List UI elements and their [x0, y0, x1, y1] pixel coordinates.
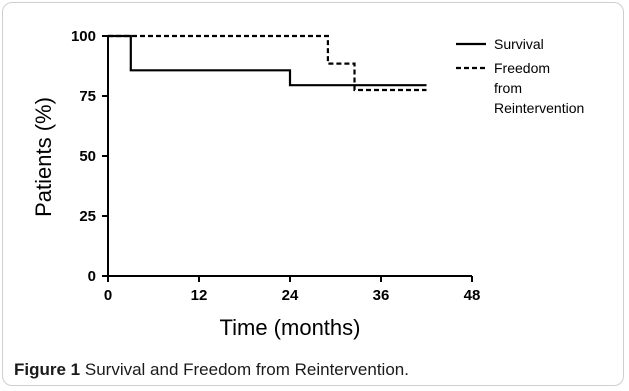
legend-label-freedom-from-reintervention: Freedom from Reintervention	[494, 60, 584, 116]
x-tick-label: 36	[373, 287, 390, 304]
figure-caption-label: Figure 1	[14, 360, 81, 379]
y-tick-label: 75	[79, 88, 96, 105]
x-tick-label: 0	[104, 287, 112, 304]
legend: Survival Freedom from Reintervention	[456, 36, 584, 116]
x-tick-label: 48	[464, 287, 481, 304]
y-tick-label: 50	[79, 148, 96, 165]
figure-frame	[2, 2, 624, 386]
x-tick-label: 24	[282, 287, 299, 304]
y-tick-label: 25	[79, 208, 96, 225]
series-layer	[108, 34, 427, 92]
series-line-freedom-from-reintervention	[108, 34, 427, 92]
axes: 0 25 50 75 100 0 12 24 36 48	[71, 28, 480, 304]
y-tick-label: 100	[71, 28, 96, 45]
y-tick-label: 0	[88, 268, 96, 285]
x-axis-title: Time (months)	[220, 315, 361, 340]
figure-caption: Figure 1 Survival and Freedom from Reint…	[14, 360, 409, 380]
series-line-survival	[108, 34, 427, 87]
x-tick-label: 12	[191, 287, 208, 304]
legend-label-survival: Survival	[494, 36, 544, 52]
figure-caption-text: Survival and Freedom from Reintervention…	[84, 360, 409, 379]
y-axis-title: Patients (%)	[31, 97, 56, 217]
